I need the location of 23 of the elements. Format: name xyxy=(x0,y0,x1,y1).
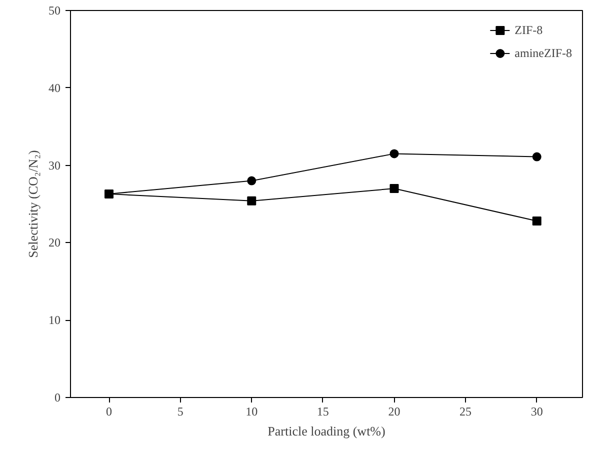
point xyxy=(390,149,399,158)
point xyxy=(532,216,542,226)
y-tick-label: 50 xyxy=(48,4,60,18)
y-tick-label: 40 xyxy=(48,80,60,95)
x-axis-title: Particle loading (wt%) xyxy=(268,424,386,438)
x-tick-label: 25 xyxy=(460,404,472,418)
x-tick-label: 10 xyxy=(246,404,258,418)
point xyxy=(390,184,399,194)
x-tick-label: 5 xyxy=(177,404,184,418)
y-tick-label: 20 xyxy=(48,236,60,250)
y-tick-label: 30 xyxy=(48,158,60,172)
legend-label: ZIF-8 xyxy=(514,22,543,38)
y-axis-title: Selectivity (CO₂/N₂) xyxy=(26,150,40,258)
legend-label: amineZIF-8 xyxy=(514,46,572,60)
x-tick-label: 0 xyxy=(106,404,112,418)
x-tick-label: 30 xyxy=(530,404,543,418)
point xyxy=(247,196,256,206)
x-tick-label: 20 xyxy=(388,404,400,418)
point xyxy=(532,152,542,162)
x-tick-label: 15 xyxy=(316,404,329,418)
y-tick-label: 10 xyxy=(48,313,60,328)
point xyxy=(247,176,256,186)
y-tick-label: 0 xyxy=(54,390,60,404)
